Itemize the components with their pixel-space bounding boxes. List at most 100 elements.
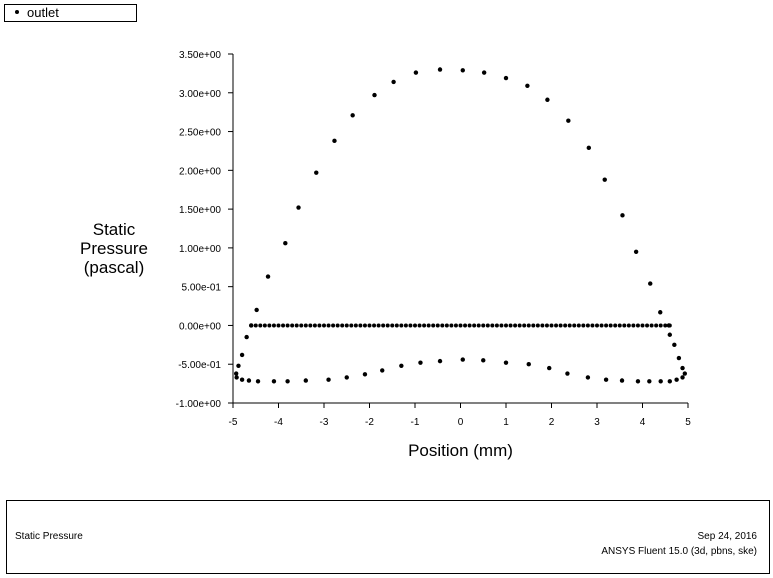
y-tick-label: 1.00e+00 [179,244,221,255]
data-point [481,323,486,328]
data-point [453,323,458,328]
data-point [547,365,552,371]
data-point [399,323,404,328]
data-point [481,358,486,363]
data-point [599,323,604,328]
data-point [413,70,419,75]
data-point [285,323,290,328]
data-point [619,378,625,383]
data-point [503,75,509,81]
data-point [680,375,685,380]
data-point [422,323,427,328]
data-point [626,323,631,328]
y-tick-label: 1.50e+00 [179,205,221,216]
data-point [554,323,559,328]
data-point [490,323,495,328]
data-point [485,323,490,328]
data-point [567,323,572,328]
data-point [332,138,337,144]
data-point [317,323,322,328]
data-point [481,70,487,75]
data-point [608,323,613,328]
data-point [258,323,263,328]
data-point [372,92,377,98]
x-tick-label: 1 [503,417,509,428]
data-point [344,323,349,328]
data-point [344,375,349,380]
data-point [602,177,607,182]
data-point [413,323,417,328]
data-point [525,83,530,88]
data-point [296,205,301,210]
data-point [394,323,399,328]
data-point [376,323,381,328]
data-point [326,377,331,382]
x-tick-label: 2 [549,417,555,428]
x-tick-label: 3 [594,417,600,428]
data-point [350,113,355,118]
data-point [367,323,372,328]
data-point [672,342,677,348]
data-point [585,375,591,380]
data-point [472,323,477,328]
data-point [303,378,308,383]
x-tick-label: -4 [274,417,283,428]
data-point [647,379,652,384]
data-point [262,323,267,328]
data-point [331,323,336,328]
y-axis-label: Pressure [80,239,148,258]
x-tick-label: 0 [458,417,464,428]
data-point [640,323,645,328]
data-point [549,323,554,328]
data-point [246,378,252,383]
data-point [285,379,290,384]
data-point [335,323,340,328]
y-tick-label: 5.00e-01 [182,283,222,294]
y-tick-label: 3.50e+00 [179,50,221,61]
data-point [503,360,509,365]
data-point [308,323,313,328]
data-point [658,323,663,328]
data-point [654,323,659,328]
data-point [590,323,595,328]
y-tick-label: -1.00e+00 [176,399,222,410]
data-point [458,323,463,328]
data-point [545,97,550,102]
data-point [558,323,563,328]
data-point [312,323,317,328]
data-point [326,323,331,328]
data-point [449,323,454,328]
data-point [613,323,618,328]
data-point [440,323,445,328]
data-point [290,323,295,328]
data-point [676,355,682,361]
data-point [526,323,531,328]
data-point [271,323,276,328]
data-point [566,118,571,123]
data-point [667,332,672,337]
data-point [603,377,609,382]
x-tick-label: -3 [320,417,329,428]
data-point [544,323,549,328]
data-point [358,323,363,328]
data-point [499,323,504,328]
data-point [349,323,354,328]
data-point [526,362,531,367]
data-point [253,323,258,328]
data-point [535,323,540,328]
data-point [403,323,408,328]
legend-label: outlet [27,5,59,20]
data-point [595,323,599,328]
data-point [666,323,672,328]
data-point [418,360,423,365]
data-point [467,323,472,328]
data-point [244,334,249,340]
data-point [631,323,636,328]
data-point [239,352,245,358]
footer-app: ANSYS Fluent 15.0 (3d, pbns, ske) [601,546,757,557]
data-point [294,323,299,328]
data-point [667,379,672,384]
legend: outlet [4,4,137,22]
data-point [508,323,513,328]
data-point [565,371,570,376]
